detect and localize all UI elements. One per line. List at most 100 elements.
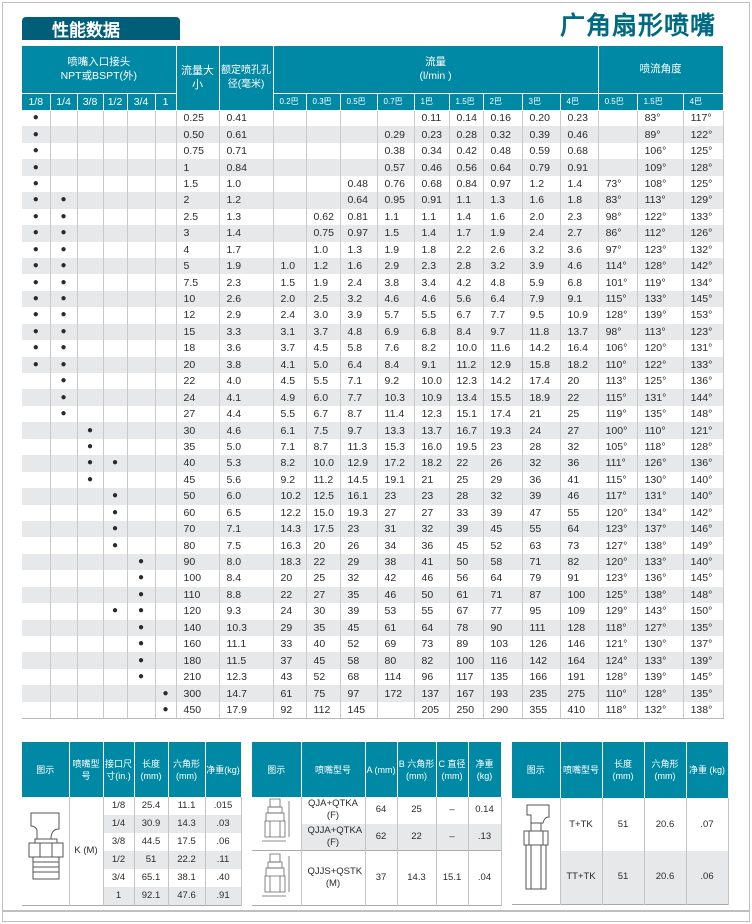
flow-value: 0.23 — [560, 110, 599, 127]
inlet-bullet-icon: ● — [22, 257, 51, 275]
spray-angle: 142° — [683, 504, 724, 521]
flow-value: 1.2 — [522, 175, 561, 193]
spray-angle: 133° — [637, 652, 684, 669]
column-header: 净重 (kg) — [468, 742, 502, 797]
flow-value: 19.3 — [340, 504, 378, 521]
column-header: A (mm) — [365, 742, 398, 797]
inlet-cell — [77, 356, 104, 373]
inlet-cell — [103, 110, 128, 127]
flow-value: 0.68 — [560, 142, 599, 160]
flow-value: 145 — [340, 701, 378, 719]
orifice-diameter: 4.4 — [219, 405, 274, 423]
spray-angle: 118° — [637, 438, 684, 456]
flow-value: 250 — [449, 701, 484, 719]
flow-value: 64 — [560, 520, 599, 538]
flow-value: 12.9 — [483, 356, 523, 373]
flow-value: 15.1 — [449, 405, 484, 423]
flow-value: 8.4 — [449, 323, 484, 341]
flow-value: 0.81 — [340, 208, 378, 226]
column-header: 图示 — [252, 742, 302, 797]
spray-angle: 114° — [598, 257, 638, 275]
flow-value: 2.3 — [414, 257, 450, 275]
product-title: 广角扇形喷嘴 — [560, 12, 717, 40]
table-row: ● ● 4 1.7 1.0 1.3 1.9 1.8 2.2 2.6 3.2 3.6 97° 123° 132… — [22, 241, 724, 258]
flow-value: 28 — [522, 438, 561, 456]
inlet-cell — [77, 652, 104, 669]
spray-angle: 142° — [683, 257, 724, 275]
column-header: 图示 — [22, 742, 70, 797]
inlet-bullet-icon: ● — [127, 603, 156, 620]
flow-value: 7.7 — [483, 307, 523, 324]
flow-value: 0.57 — [377, 159, 415, 176]
dimension-value: – — [436, 823, 469, 850]
inlet-cell — [103, 126, 128, 143]
flow-value: 45 — [483, 520, 523, 538]
inlet-cell — [103, 553, 128, 571]
inlet-bullet-icon: ● — [77, 438, 104, 456]
table-row: ● ● 120 9.3 24 30 39 53 55 67 77 95 109 129° 143° 150° — [22, 603, 724, 620]
inlet-cell — [103, 208, 128, 226]
flow-value: 6.9 — [377, 323, 415, 341]
inlet-cell — [22, 438, 51, 456]
inlet-cell — [127, 175, 156, 193]
spray-angle: 134° — [683, 274, 724, 291]
flow-value: 18.3 — [273, 553, 307, 571]
flow-value: 166 — [522, 668, 561, 686]
inlet-cell — [103, 668, 128, 686]
flow-value: 16.0 — [414, 438, 450, 456]
inlet-bullet-icon: ● — [50, 323, 78, 341]
flow-value — [273, 110, 307, 127]
table-row: K (M) 1/8 25.4 11.1.015 — [22, 797, 242, 905]
inlet-cell — [22, 389, 51, 406]
column-header: 净重(kg) — [205, 742, 242, 797]
inlet-cell — [50, 701, 78, 719]
inlet-cell — [77, 701, 104, 719]
flow-value: 78 — [449, 619, 484, 636]
inlet-cell — [22, 636, 51, 653]
dimension-value: 14.3 — [397, 850, 437, 905]
inlet-cell — [50, 471, 78, 489]
angle-pressure-header: 4巴 — [683, 93, 724, 111]
flow-value: 18.9 — [522, 389, 561, 406]
inlet-bullet-icon: ● — [103, 488, 128, 505]
flow-value: 117 — [449, 668, 484, 686]
flow-value: 16.4 — [560, 340, 599, 357]
flow-value — [306, 142, 341, 160]
flow-value: 14.2 — [522, 340, 561, 357]
flow-value: 16.1 — [340, 488, 378, 505]
dimension-value: 22 — [397, 823, 437, 850]
flow-value: 10.0 — [449, 340, 484, 357]
inlet-size-header: 1 — [155, 93, 177, 111]
flow-value: 22 — [306, 553, 341, 571]
flow-value: 61 — [377, 619, 415, 636]
column-header: 六角形(mm) — [168, 742, 206, 797]
dimension-value: 51 — [602, 798, 645, 851]
spray-angle: 140° — [683, 488, 724, 505]
dimension-value: 1 — [103, 887, 135, 905]
capacity-size: 12 — [176, 307, 220, 324]
spray-angle: 115° — [598, 290, 638, 308]
spray-angle: 134° — [637, 504, 684, 521]
capacity-size: 15 — [176, 323, 220, 341]
flow-value: 14.3 — [273, 520, 307, 538]
dimension-value: 38.1 — [168, 869, 206, 887]
capacity-size: 120 — [176, 603, 220, 620]
table-row: ● ● 18 3.6 3.7 4.5 5.8 7.6 8.2 10.0 11.6 14.2 16.4 10… — [22, 340, 724, 357]
orifice-diameter: 1.3 — [219, 208, 274, 226]
q-nozzle-diagram-icon — [252, 797, 302, 850]
inlet-bullet-icon: ● — [77, 471, 104, 489]
flow-value: 46 — [560, 488, 599, 505]
model-name: QJJS+QSTK (M) — [301, 850, 366, 905]
spray-angle: 122° — [683, 126, 724, 143]
flow-value: 12.3 — [414, 405, 450, 423]
flow-value: 4.9 — [273, 389, 307, 406]
flow-value: 9.1 — [414, 356, 450, 373]
flow-value: 100 — [560, 586, 599, 604]
inlet-cell — [127, 455, 156, 472]
flow-value: 19.3 — [483, 422, 523, 439]
inlet-size-header: 3/8 — [77, 93, 104, 111]
flow-value: 9.5 — [522, 307, 561, 324]
capacity-size: 40 — [176, 455, 220, 472]
flow-value: 52 — [340, 636, 378, 653]
flow-value: 111 — [522, 619, 561, 636]
